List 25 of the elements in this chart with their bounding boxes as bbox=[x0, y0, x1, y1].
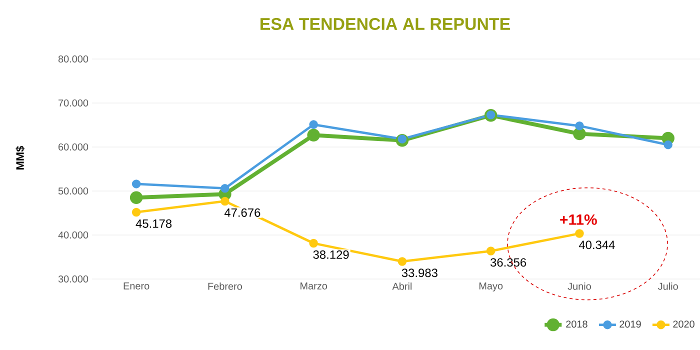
chart-title: ESA TENDENCIA AL REPUNTE bbox=[260, 18, 510, 30]
data-label: 45.178 bbox=[136, 219, 172, 228]
legend-label: 2019 bbox=[620, 320, 641, 328]
y-tick-label: 70.000 bbox=[58, 99, 88, 107]
x-tick-label: Enero bbox=[124, 282, 150, 290]
y-tick-label: 40.000 bbox=[58, 231, 88, 239]
data-label: 40.344 bbox=[578, 240, 615, 250]
data-label: 36.356 bbox=[490, 258, 526, 267]
x-tick-label: Febrero bbox=[208, 282, 242, 290]
x-tick-label: Julio bbox=[658, 282, 678, 290]
x-tick-label: Abril bbox=[392, 282, 412, 290]
x-tick-label: Marzo bbox=[300, 282, 327, 290]
x-tick-label: Mayo bbox=[479, 282, 503, 292]
legend-label: 2020 bbox=[673, 320, 694, 328]
data-label: 47.676 bbox=[224, 208, 260, 217]
data-label: 38.129 bbox=[313, 250, 349, 259]
x-tick-label: Junio bbox=[568, 282, 591, 290]
legend-label: 2018 bbox=[566, 320, 588, 328]
data-label: 33.983 bbox=[402, 268, 438, 278]
annotation: +11% bbox=[560, 214, 597, 225]
y-tick-label: 80.000 bbox=[58, 55, 88, 63]
y-axis-title: MM$ bbox=[16, 146, 25, 170]
y-tick-label: 60.000 bbox=[58, 143, 88, 151]
y-tick-label: 30.000 bbox=[58, 275, 88, 283]
y-tick-label: 50.000 bbox=[58, 187, 88, 195]
